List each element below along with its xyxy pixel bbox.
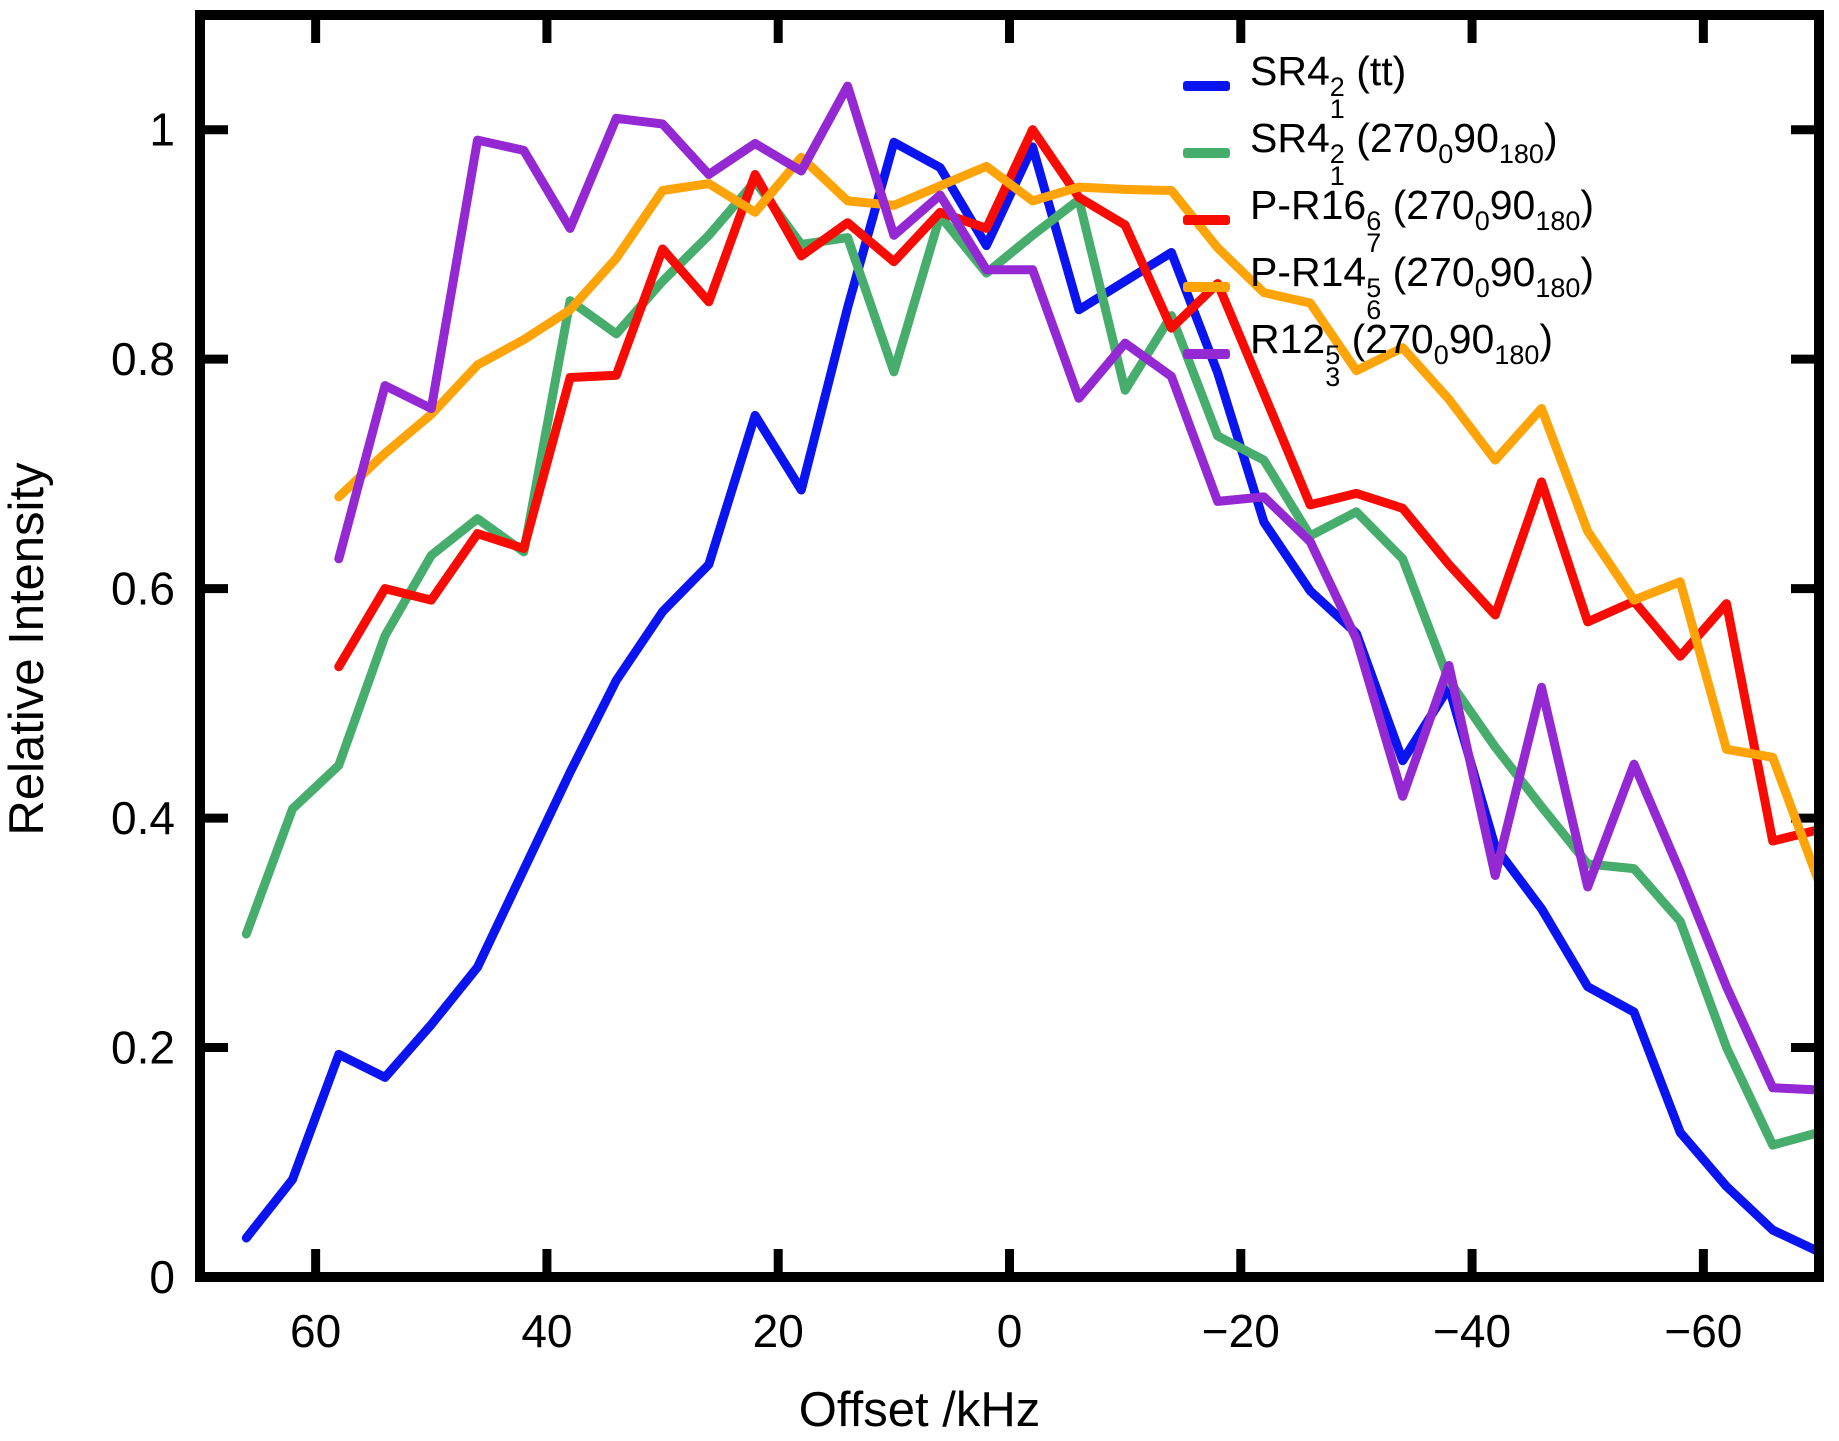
x-tick-label: 0 (997, 1305, 1023, 1357)
y-axis-label: Relative Intensity (0, 462, 54, 836)
legend-line-swatch (1183, 348, 1230, 359)
series-line-4 (334, 152, 1824, 887)
y-tick-label: 0.6 (111, 563, 175, 615)
y-tick-label: 0.2 (111, 1022, 175, 1074)
legend-item-label: SR4 2 1 (270090180) (1250, 114, 1558, 191)
legend-line-swatch (1183, 214, 1230, 225)
legend-item-4[interactable]: P-R14 5 6 (270090180) (1183, 248, 1595, 325)
series-line-3 (334, 125, 1824, 846)
x-tick-label: 40 (521, 1305, 572, 1357)
x-tick-label: 60 (290, 1305, 341, 1357)
legend-line-swatch (1183, 147, 1230, 158)
legend-item-label: R12 5 3 (270090180) (1250, 315, 1554, 392)
legend-item-5[interactable]: R12 5 3 (270090180) (1183, 315, 1594, 392)
legend-item-1[interactable]: SR4 2 1 (tt) (1183, 47, 1594, 124)
y-tick-label: 0.8 (111, 333, 175, 385)
plot-spines (195, 10, 1824, 1282)
series-line-5 (334, 81, 1824, 1095)
y-tick-label: 0 (149, 1251, 175, 1303)
x-axis-label: Offset /kHz (798, 1383, 1041, 1437)
legend-item-2[interactable]: SR4 2 1 (270090180) (1183, 114, 1594, 191)
y-tick-label: 0.4 (111, 792, 175, 844)
y-tick-label: 1 (149, 104, 175, 156)
legend-item-label: P-R16 6 7 (270090180) (1250, 181, 1595, 258)
x-tick-label: 20 (753, 1305, 804, 1357)
legend-item-3[interactable]: P-R16 6 7 (270090180) (1183, 181, 1595, 258)
x-tick-label: −60 (1664, 1305, 1742, 1357)
legend: SR4 2 1 (tt) SR4 2 1 (270090180) P-R16 6 7 (2700… (1183, 47, 1595, 392)
legend-item-label: SR4 2 1 (tt) (1250, 47, 1407, 124)
legend-line-swatch (1183, 281, 1230, 292)
legend-line-swatch (1183, 80, 1230, 91)
x-tick-label: −40 (1433, 1305, 1511, 1357)
series-line-1 (241, 137, 1824, 1257)
x-tick-label: −20 (1202, 1305, 1280, 1357)
legend-item-label: P-R14 5 6 (270090180) (1250, 248, 1595, 325)
